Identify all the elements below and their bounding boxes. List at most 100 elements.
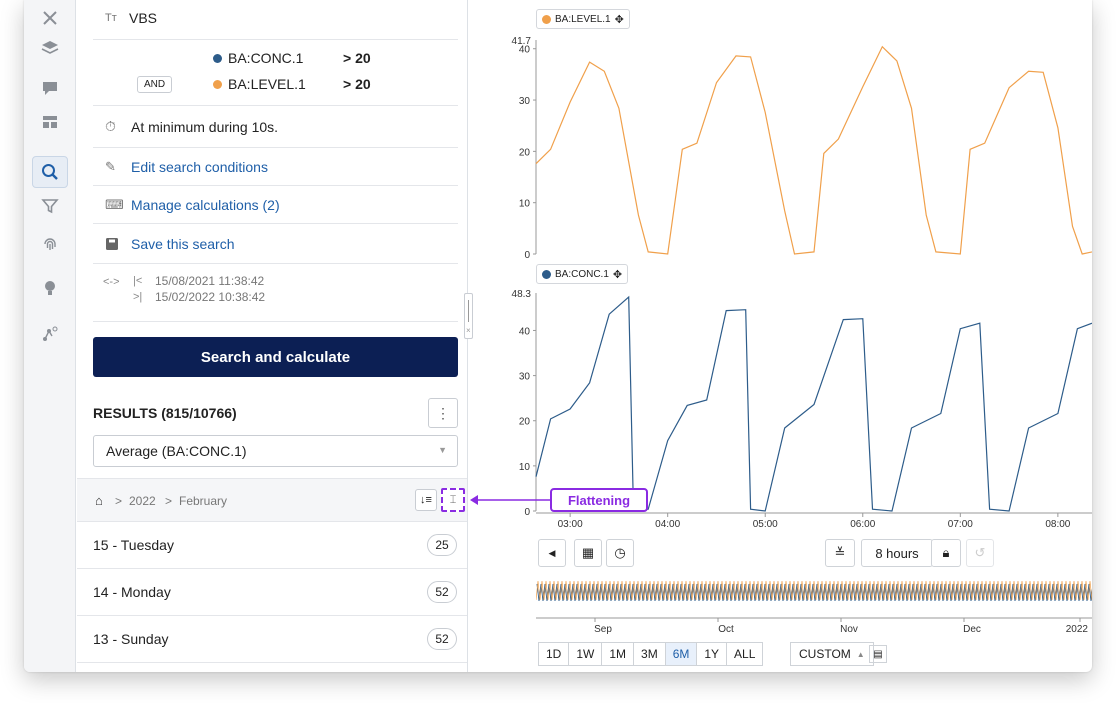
y-tick-label: 30 <box>519 372 531 383</box>
results-title: RESULTS (815/10766) <box>93 405 237 421</box>
series-dot-icon <box>542 269 551 279</box>
y-tick-label: 40 <box>519 326 531 337</box>
operator-badge[interactable]: AND <box>137 76 173 93</box>
search-name: VBS <box>129 10 158 26</box>
condition-conc[interactable]: BA:CONC.1 <box>213 50 303 66</box>
lock-button[interactable]: 🔒︎ <box>931 539 961 567</box>
conditions-block: BA:CONC.1 > 20 AND BA:LEVEL.1 > 20 <box>93 40 458 106</box>
lightbulb-icon[interactable] <box>32 272 68 304</box>
edit-conditions-link[interactable]: Edit search conditions <box>131 159 268 175</box>
fingerprint-icon[interactable] <box>32 228 68 260</box>
y-tick-label: 40 <box>519 45 531 56</box>
move-icon[interactable]: ✥ <box>612 268 623 281</box>
overview-month-label: Oct <box>718 624 734 635</box>
series-chip-conc[interactable]: BA:CONC.1 ✥ <box>536 264 629 284</box>
duration-row: ⏱ At minimum during 10s. <box>93 106 458 148</box>
graph-icon[interactable] <box>32 318 68 350</box>
chart-mode-button[interactable]: ≚ <box>825 539 855 567</box>
overview-level-line <box>536 580 1092 601</box>
search-icon[interactable] <box>32 156 68 188</box>
y-tick-label: 0 <box>524 250 530 261</box>
series-name: BA:CONC.1 <box>555 268 609 280</box>
tools-icon[interactable] <box>32 2 68 34</box>
resize-handle[interactable]: × <box>464 293 473 339</box>
end-bound-icon: >| <box>133 291 143 303</box>
condition-threshold: > 20 <box>343 76 371 92</box>
list-item[interactable]: 15 - Tuesday 25 <box>77 522 467 569</box>
lock-icon: 🔒︎ <box>942 545 950 560</box>
clock-icon: ◷ <box>614 545 626 560</box>
sort-icon: ↓≡ <box>420 494 432 506</box>
comment-icon[interactable] <box>32 72 68 104</box>
overview-conc-line <box>536 583 1092 602</box>
flattening-callout: Flattening <box>550 488 648 512</box>
close-icon[interactable]: × <box>466 326 471 335</box>
history-button[interactable]: ↺ <box>966 539 994 567</box>
x-tick-label: 05:00 <box>753 519 778 530</box>
day-label: 14 - Monday <box>93 584 171 600</box>
more-options-button[interactable]: ⋮ <box>428 398 458 428</box>
history-icon: ↺ <box>974 545 986 560</box>
y-max-label: 41.7 <box>512 36 532 47</box>
home-icon[interactable]: ⌂ <box>95 493 103 508</box>
overview-timeline[interactable]: Sep Oct Nov Dec 2022 <box>536 576 1092 636</box>
breadcrumb-year[interactable]: 2022 <box>129 494 156 508</box>
custom-label: CUSTOM <box>799 647 851 661</box>
series-chip-level[interactable]: BA:LEVEL.1 ✥ <box>536 9 630 29</box>
breadcrumb-separator: > <box>115 494 123 508</box>
range-button-1m[interactable]: 1M <box>601 642 635 666</box>
list-item[interactable]: 14 - Monday 52 <box>77 569 467 616</box>
move-icon[interactable]: ✥ <box>614 13 624 26</box>
period-row: <-> |< 15/08/2021 11:38:42 >| 15/02/2022… <box>93 264 458 322</box>
range-button-all[interactable]: ALL <box>726 642 764 666</box>
chevron-down-icon: ▼ <box>438 445 447 455</box>
series-name: BA:LEVEL.1 <box>555 13 611 25</box>
caret-left-icon: ◀ <box>548 547 556 558</box>
chevron-up-icon: ▲ <box>856 649 865 659</box>
y-max-label: 48.3 <box>512 289 532 300</box>
breadcrumb-month[interactable]: February <box>179 494 228 508</box>
duration-field[interactable]: 8 hours <box>861 539 933 567</box>
search-name-row: Tт VBS <box>93 0 458 40</box>
series-line <box>535 45 1092 255</box>
range-button-1d[interactable]: 1D <box>538 642 570 666</box>
layers-icon[interactable] <box>32 32 68 64</box>
condition-tag: BA:CONC.1 <box>228 50 304 66</box>
save-search-link[interactable]: Save this search <box>131 236 235 252</box>
flatten-button[interactable]: ⌶ <box>441 488 465 512</box>
overview-month-label: 2022 <box>1066 624 1089 635</box>
sort-button[interactable]: ↓≡ <box>415 489 437 511</box>
custom-range-dropdown[interactable]: CUSTOM ▲ <box>790 642 874 666</box>
manage-calculations-row[interactable]: ⌨ Manage calculations (2) <box>93 186 458 224</box>
search-panel: Tт VBS BA:CONC.1 > 20 AND BA:LEVEL.1 > 2… <box>77 0 467 672</box>
condition-level[interactable]: BA:LEVEL.1 <box>213 76 306 92</box>
range-button-1w[interactable]: 1W <box>568 642 603 666</box>
count-badge: 25 <box>427 534 457 556</box>
level-chart[interactable]: 41.740 30 20 10 0 <box>468 30 1092 266</box>
filter-icon[interactable] <box>32 190 68 222</box>
condition-tag: BA:LEVEL.1 <box>228 76 306 92</box>
dashboard-icon[interactable] <box>32 106 68 138</box>
edit-conditions-row[interactable]: ✎ Edit search conditions <box>93 148 458 186</box>
calendar-icon: ▦ <box>581 545 595 560</box>
list-item[interactable]: 13 - Sunday 52 <box>77 616 467 663</box>
flatten-icon: ⌶ <box>449 493 457 506</box>
overview-month-label: Sep <box>594 624 612 635</box>
pan-left-button[interactable]: ◀ <box>538 539 566 567</box>
custom-calendar-button[interactable]: ▤ <box>869 645 887 663</box>
calendar-button[interactable]: ▦ <box>574 539 602 567</box>
x-tick-label: 07:00 <box>948 519 973 530</box>
text-type-icon: Tт <box>105 12 117 24</box>
save-search-row[interactable]: Save this search <box>93 224 458 264</box>
y-tick-label: 30 <box>519 96 531 107</box>
range-button-6m[interactable]: 6M <box>664 642 698 666</box>
range-button-3m[interactable]: 3M <box>633 642 666 666</box>
clock-button[interactable]: ◷ <box>606 539 634 567</box>
search-and-calculate-button[interactable]: Search and calculate <box>93 337 458 377</box>
x-tick-label: 08:00 <box>1045 519 1070 530</box>
range-button-1y[interactable]: 1Y <box>696 642 728 666</box>
aggregate-select[interactable]: Average (BA:CONC.1) ▼ <box>93 435 458 467</box>
manage-calculations-link[interactable]: Manage calculations (2) <box>131 197 280 213</box>
y-tick-label: 20 <box>519 147 531 158</box>
conc-chart[interactable]: 48.3 40 30 20 10 0 03:00 04:00 05:00 06:00 07:00 08… <box>468 285 1092 535</box>
